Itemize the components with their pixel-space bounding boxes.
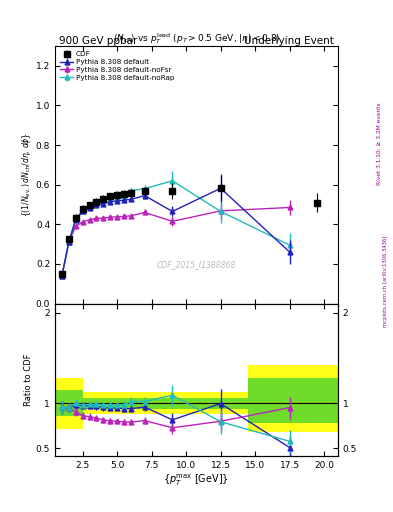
Text: CDF_2015_I1388868: CDF_2015_I1388868	[157, 261, 236, 269]
Title: $\langle N_\mathrm{ch}\rangle$ vs $p_T^\mathrm{lead}$ ($p_T > 0.5$ GeV, $|\eta| : $\langle N_\mathrm{ch}\rangle$ vs $p_T^\…	[113, 31, 280, 46]
X-axis label: $\{p_T^\mathrm{max}$ [GeV]$\}$: $\{p_T^\mathrm{max}$ [GeV]$\}$	[163, 472, 230, 488]
Y-axis label: $\{(1/N_\mathrm{ev.})\,dN_\mathrm{ch}/d\eta,\,d\phi\}$: $\{(1/N_\mathrm{ev.})\,dN_\mathrm{ch}/d\…	[20, 133, 33, 217]
Text: 900 GeV ppbar: 900 GeV ppbar	[59, 36, 137, 46]
Y-axis label: Ratio to CDF: Ratio to CDF	[24, 353, 33, 406]
Text: Rivet 3.1.10; ≥ 3.2M events: Rivet 3.1.10; ≥ 3.2M events	[376, 102, 381, 185]
Text: Underlying Event: Underlying Event	[244, 36, 334, 46]
Legend: CDF, Pythia 8.308 default, Pythia 8.308 default-noFsr, Pythia 8.308 default-noRa: CDF, Pythia 8.308 default, Pythia 8.308 …	[59, 50, 176, 82]
Text: mcplots.cern.ch [arXiv:1306.3436]: mcplots.cern.ch [arXiv:1306.3436]	[383, 236, 387, 327]
